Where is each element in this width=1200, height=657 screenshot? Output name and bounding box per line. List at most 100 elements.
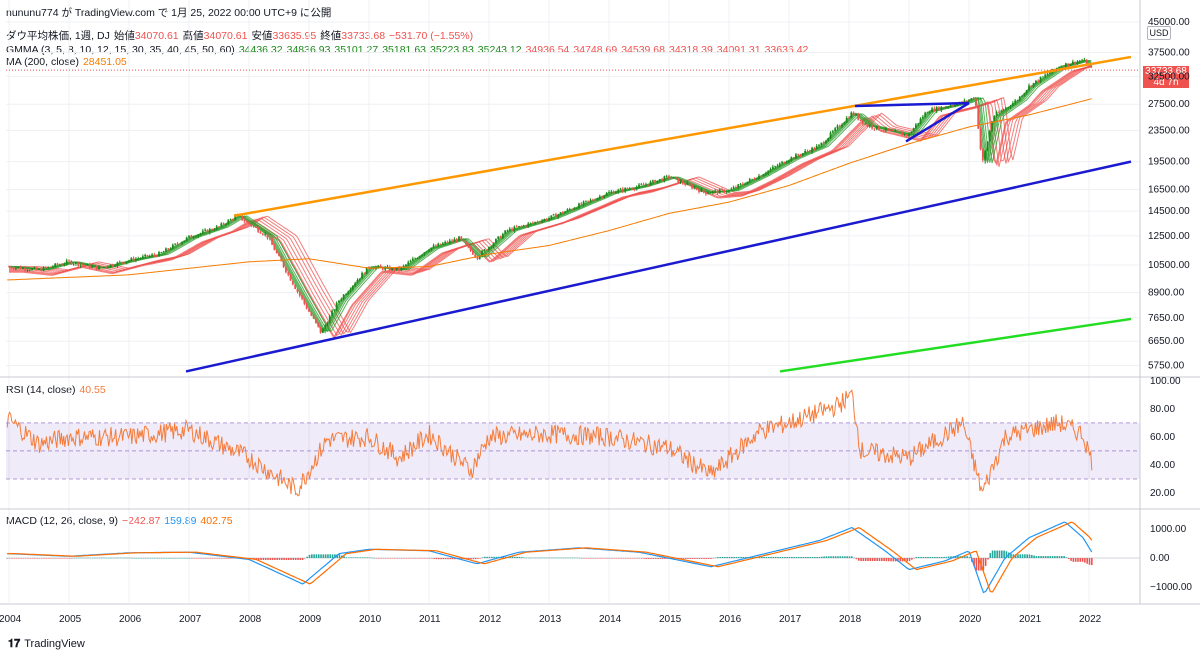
candle-body — [887, 128, 890, 130]
candle-body — [769, 169, 772, 171]
macd-histogram-bar — [398, 558, 401, 559]
candle-body — [834, 128, 837, 132]
macd-histogram-bar — [294, 558, 297, 560]
candle-body — [1002, 109, 1005, 111]
macd-histogram-bar — [474, 558, 477, 560]
macd-histogram-bar — [327, 554, 329, 558]
price-tick-label: 7650.00 — [1148, 313, 1185, 324]
macd-histogram-bar — [689, 558, 692, 559]
macd-histogram-bar — [758, 556, 761, 558]
macd-histogram-bar — [742, 556, 745, 558]
candle-body — [755, 179, 758, 180]
candle-body — [1090, 65, 1093, 68]
candle-body — [908, 133, 910, 137]
candle-body — [864, 123, 867, 125]
tradingview-brand[interactable]: 𝟏𝟕 TradingView — [8, 638, 85, 650]
macd-histogram-bar — [121, 557, 124, 559]
candle-body — [231, 219, 234, 221]
macd-histogram-bar — [502, 556, 505, 558]
macd-histogram-bar — [163, 557, 165, 559]
candle-body — [545, 219, 548, 221]
candle-body — [42, 266, 45, 271]
candle-body — [790, 157, 793, 161]
macd-histogram-bar — [232, 558, 235, 559]
macd-histogram-bar — [1063, 556, 1065, 558]
macd-histogram-bar — [1044, 556, 1047, 558]
candle-body — [880, 129, 883, 131]
macd-histogram-bar — [338, 554, 341, 558]
macd-histogram-bar — [38, 558, 41, 559]
candle-body — [495, 238, 497, 244]
time-tick-label: 2016 — [719, 614, 742, 625]
macd-histogram-bar — [373, 557, 375, 559]
candle-body — [451, 240, 453, 242]
candle-body — [543, 219, 546, 221]
candle-body — [968, 99, 970, 102]
macd-histogram-bar — [43, 558, 45, 559]
macd-histogram-bar — [1024, 554, 1026, 558]
candle-body — [628, 188, 631, 190]
macd-histogram-bar — [929, 556, 932, 558]
macd-histogram-bar — [814, 556, 816, 558]
candle-body — [776, 165, 779, 167]
candle-body — [868, 125, 871, 127]
macd-histogram-bar — [214, 558, 216, 559]
macd-histogram-bar — [982, 558, 985, 571]
candle-body — [118, 261, 121, 263]
candle-body — [564, 211, 567, 214]
candle-body — [1039, 76, 1042, 82]
macd-histogram-bar — [574, 557, 576, 559]
candle-body — [372, 268, 375, 270]
candle-body — [624, 187, 627, 192]
macd-histogram-bar — [551, 557, 553, 559]
symbol-title: ダウ平均株価, 1週, DJ — [6, 30, 110, 42]
macd-histogram-bar — [514, 556, 516, 558]
candle-body — [580, 203, 583, 205]
candle-body — [171, 244, 174, 249]
price-tick-label: 45000.00 — [1148, 17, 1190, 28]
candle-body — [811, 147, 813, 153]
candle-body — [626, 187, 629, 190]
candle-body — [822, 142, 825, 144]
candle-body — [234, 215, 237, 220]
candle-body — [441, 243, 444, 245]
candle-body — [125, 261, 128, 264]
candle-body — [411, 258, 414, 261]
currency-badge[interactable]: USD — [1147, 26, 1171, 40]
macd-histogram-bar — [927, 556, 929, 558]
time-tick-label: 2018 — [839, 614, 862, 625]
macd-histogram-bar — [684, 558, 687, 559]
candle-body — [617, 189, 620, 193]
candle-body — [243, 220, 246, 222]
candle-body — [121, 261, 123, 263]
macd-histogram-bar — [643, 558, 645, 559]
time-tick-label: 2007 — [179, 614, 202, 625]
macd-histogram-bar — [624, 558, 627, 559]
macd-histogram-bar — [124, 557, 126, 559]
candle-body — [135, 258, 137, 261]
macd-histogram-bar — [283, 558, 285, 560]
candle-body — [855, 114, 857, 116]
macd-histogram-bar — [147, 557, 149, 559]
macd-histogram-bar — [161, 557, 163, 559]
candle-body — [483, 249, 486, 252]
candle-body — [139, 258, 142, 260]
macd-histogram-bar — [853, 557, 855, 559]
candle-body — [195, 236, 197, 238]
macd-histogram-bar — [73, 557, 75, 559]
candle-body — [603, 195, 606, 198]
candle-body — [670, 177, 673, 179]
candle-body — [222, 223, 225, 225]
candle-body — [612, 191, 615, 194]
macd-histogram-bar — [225, 558, 228, 559]
macd-histogram-bar — [537, 557, 539, 559]
candle-body — [282, 261, 285, 268]
ohlc-legend: ダウ平均株価, 1週, DJ 始値34070.61 高値34070.61 安値3363… — [6, 30, 474, 42]
macd-histogram-bar — [991, 550, 994, 558]
rsi-line — [6, 389, 1093, 497]
candle-body — [573, 208, 576, 210]
candle-body — [398, 267, 400, 271]
macd-histogram-bar — [276, 558, 278, 560]
candle-body — [453, 239, 456, 242]
